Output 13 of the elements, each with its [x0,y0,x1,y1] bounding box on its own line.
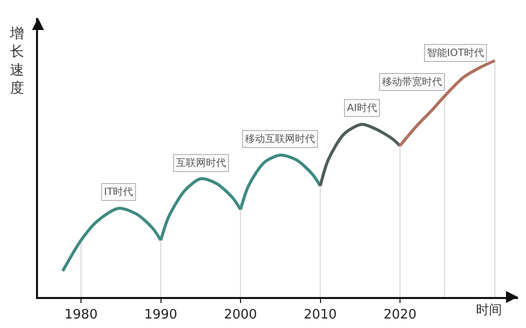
x-tick-label: 2000 [224,308,258,323]
text: 智能IOT时代 [427,47,484,59]
x-axis-title: 时间 [476,303,502,318]
annotation: IT时代 [104,186,134,198]
x-tick-label: 1990 [144,308,178,323]
annotation: 互联网时代 [176,157,226,169]
x-tick-label: 2020 [383,308,417,323]
annotation: 移动带宽时代 [382,76,442,88]
annotation: AI时代 [347,102,377,114]
y-axis-title: 增长速度 [9,26,24,97]
x-tick-label: 2010 [304,308,337,323]
annotation: 移动互联网时代 [245,133,315,145]
x-tick-label: 1980 [64,308,98,323]
